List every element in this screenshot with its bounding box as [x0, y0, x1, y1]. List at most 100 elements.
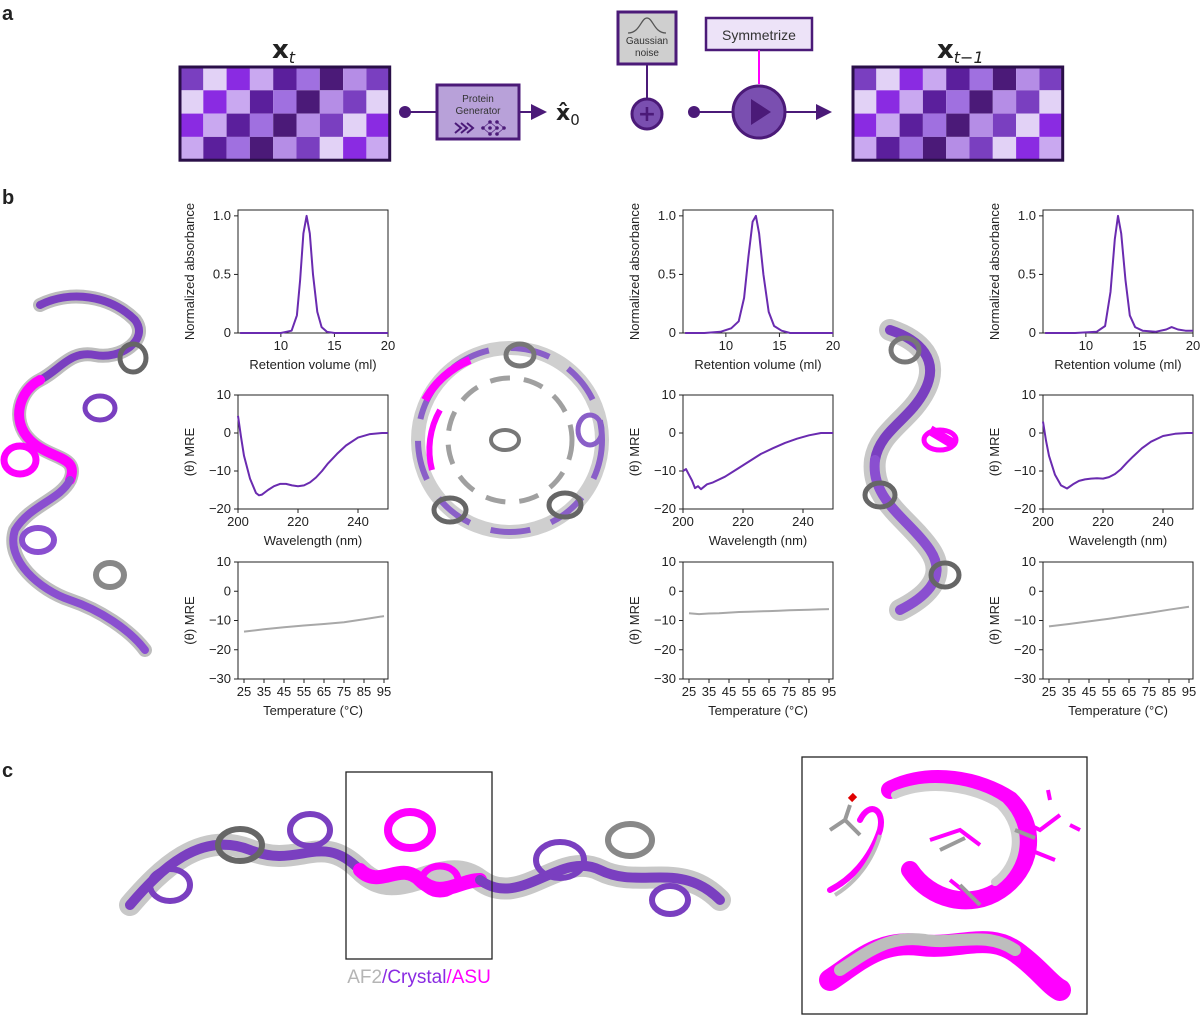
x-tick-label: 35 [1062, 684, 1076, 699]
matrix-cell [366, 90, 390, 114]
matrix-cell [366, 136, 390, 161]
y-tick-label: 0.5 [1018, 266, 1036, 281]
series-line-0 [1042, 421, 1193, 490]
x-tick-label: 55 [1102, 684, 1116, 699]
x-tick-label: 220 [732, 514, 754, 529]
matrix-border [851, 65, 1065, 162]
matrix-cell [366, 113, 390, 137]
matrix-cell [946, 67, 970, 91]
y-tick-label: −30 [209, 671, 231, 686]
play-triangle-icon [751, 99, 771, 125]
matrix-cell [249, 90, 274, 114]
x-tick-label: 15 [772, 338, 786, 353]
symmetrize-label: Symmetrize [722, 27, 796, 43]
matrix-cell [946, 90, 970, 114]
panel-a: xt Protein Generator x̂0 Gauss [178, 10, 1065, 162]
y-tick-label: 1.0 [658, 208, 676, 223]
matrix-cell [343, 67, 367, 91]
matrix-cell [249, 113, 274, 137]
matrix-cell [273, 67, 297, 91]
protein-generator-box: Protein Generator [435, 83, 521, 141]
matrix-cell [876, 67, 900, 91]
y-tick-label: −20 [1014, 642, 1036, 657]
matrix-cell [273, 90, 297, 114]
matrix-cell [180, 136, 204, 161]
x-tick-label: 20 [826, 338, 840, 353]
x-tick-label: 55 [297, 684, 311, 699]
x-tick-label: 240 [792, 514, 814, 529]
x-tick-label: 85 [357, 684, 371, 699]
chart-tm2: 25 35 45 55 65 75 85 95 −30 −20 −10 0 10 Temperature … [627, 554, 836, 718]
matrix-cell [319, 113, 344, 137]
series-line-0 [240, 214, 388, 334]
matrix-cell [366, 67, 390, 91]
matrix-cell [1039, 136, 1063, 161]
matrix-cell [273, 136, 297, 161]
y-tick-label: 10 [1022, 554, 1036, 569]
matrix-cell [992, 136, 1017, 161]
matrix-cell [853, 113, 877, 137]
matrix-cell [922, 90, 947, 114]
y-tick-label: 0 [224, 325, 231, 340]
y-tick-label: −20 [1014, 501, 1036, 516]
x-tick-label: 25 [682, 684, 696, 699]
x0-hat-label: x̂0 [556, 101, 580, 129]
matrix-cell [899, 67, 923, 91]
y-tick-label: 0 [224, 425, 231, 440]
y-tick-label: 0.5 [658, 266, 676, 281]
symmetrize-box [704, 16, 814, 52]
x-axis-label: Retention volume (ml) [1054, 357, 1181, 372]
chart-sec2: 10 15 20 0 0.5 1.0 Retention volume (ml) Normal… [627, 203, 840, 372]
x-tick-label: 35 [257, 684, 271, 699]
neural-net-icon [454, 120, 506, 136]
chart-tm1: 25 35 45 55 65 75 85 95 −30 −20 −10 0 10 Temperature … [182, 554, 391, 718]
y-tick-label: −10 [209, 613, 231, 628]
x-tick-label: 220 [287, 514, 309, 529]
x-tick-label: 240 [1152, 514, 1174, 529]
y-tick-label: 0 [224, 583, 231, 598]
structure-legend: AF2/Crystal/ASU [347, 967, 491, 988]
y-axis-label: (θ) MRE [987, 427, 1002, 476]
x-tick-label: 25 [1042, 684, 1056, 699]
matrix-cell [853, 90, 877, 114]
matrix-cell [319, 136, 344, 161]
matrix-cell [226, 113, 250, 137]
matrix-cell [296, 113, 320, 137]
matrix-cell [1016, 67, 1040, 91]
xt1-matrix [851, 65, 1065, 162]
y-tick-label: 0 [1029, 325, 1036, 340]
x-tick-label: 95 [1182, 684, 1196, 699]
noise-label-2: noise [635, 48, 659, 59]
y-tick-label: 0.5 [213, 266, 231, 281]
matrix-cell [319, 67, 344, 91]
chart-sec1: 10 15 20 0 0.5 1.0 Retention volume (ml) Normal… [182, 203, 395, 372]
x-axis-label: Retention volume (ml) [249, 357, 376, 372]
y-axis-label: Normalized absorbance [627, 203, 642, 340]
matrix-cell [922, 136, 947, 161]
matrix-cell [853, 67, 877, 91]
structure-b1 [0, 289, 152, 657]
plot-frame [237, 394, 389, 510]
y-tick-label: 10 [1022, 387, 1036, 402]
y-axis-label: Normalized absorbance [987, 203, 1002, 340]
matrix-cell [969, 90, 993, 114]
y-tick-label: −10 [654, 463, 676, 478]
y-tick-label: −20 [209, 501, 231, 516]
y-tick-label: −10 [209, 463, 231, 478]
matrix-cell [1016, 113, 1040, 137]
y-tick-label: 0 [669, 425, 676, 440]
xt-matrix [178, 65, 392, 162]
plot-frame [682, 209, 834, 334]
matrix-cell [343, 136, 367, 161]
matrix-cell [992, 90, 1017, 114]
y-tick-label: 1.0 [213, 208, 231, 223]
y-tick-label: −10 [1014, 613, 1036, 628]
matrix-cell [249, 136, 274, 161]
matrix-cell [180, 113, 204, 137]
x-tick-label: 95 [377, 684, 391, 699]
matrix-cell [992, 67, 1017, 91]
y-axis-label: (θ) MRE [182, 596, 197, 645]
matrix-cell [969, 67, 993, 91]
x-tick-label: 55 [742, 684, 756, 699]
plus-circle-icon [630, 97, 664, 131]
